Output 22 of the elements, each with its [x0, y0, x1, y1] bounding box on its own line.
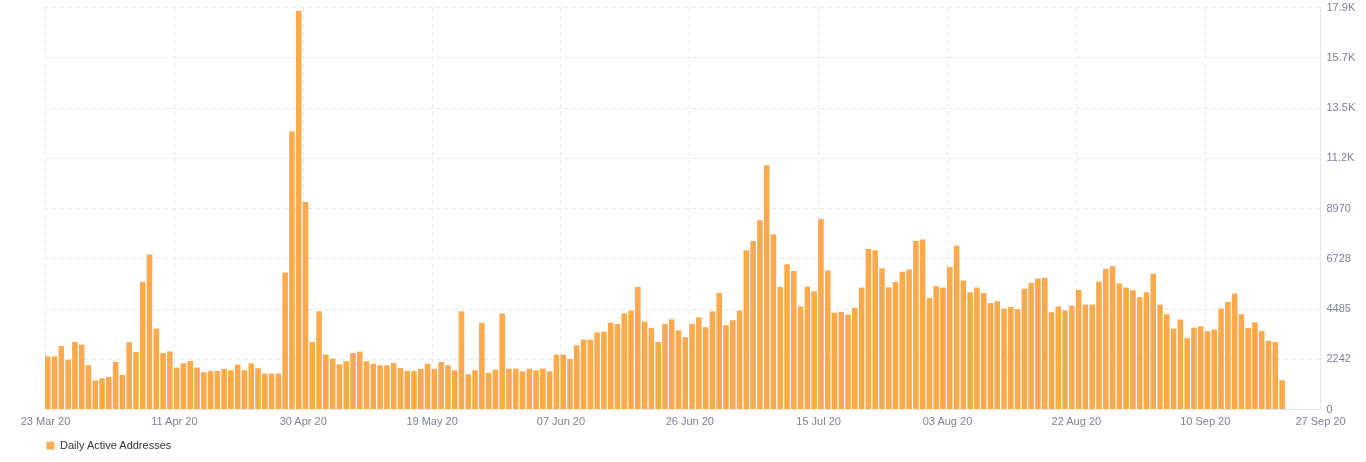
y-tick-label: 0 [1326, 402, 1333, 415]
y-tick-label: 8970 [1326, 201, 1351, 214]
x-tick-label: 19 May 20 [406, 414, 458, 427]
x-tick-label: 26 Jun 20 [665, 414, 714, 427]
x-tick-label: 27 Sep 20 [1295, 414, 1346, 427]
legend-label: Daily Active Addresses [60, 438, 172, 451]
x-tick-label: 03 Aug 20 [922, 414, 973, 427]
y-tick-label: 6728 [1326, 251, 1351, 264]
x-tick-label: 23 Mar 20 [20, 414, 71, 427]
y-tick-label: 4485 [1326, 302, 1351, 314]
y-tick-label: 15.7K [1326, 50, 1356, 63]
y-tick-label: 11.2K [1326, 151, 1356, 164]
y-tick-label: 13.5K [1326, 101, 1356, 113]
x-tick-label: 07 Jun 20 [536, 414, 586, 427]
x-tick-label: 22 Aug 20 [1051, 414, 1102, 427]
y-tick-label: 2242 [1326, 352, 1351, 365]
y-tick-label: 17.9K [1326, 0, 1356, 13]
x-tick-label: 10 Sep 20 [1180, 414, 1231, 427]
x-tick-label: 11 Apr 20 [151, 414, 198, 427]
x-tick-label: 30 Apr 20 [279, 414, 327, 427]
bar [675, 330, 682, 409]
x-tick-label: 15 Jul 20 [796, 414, 841, 427]
